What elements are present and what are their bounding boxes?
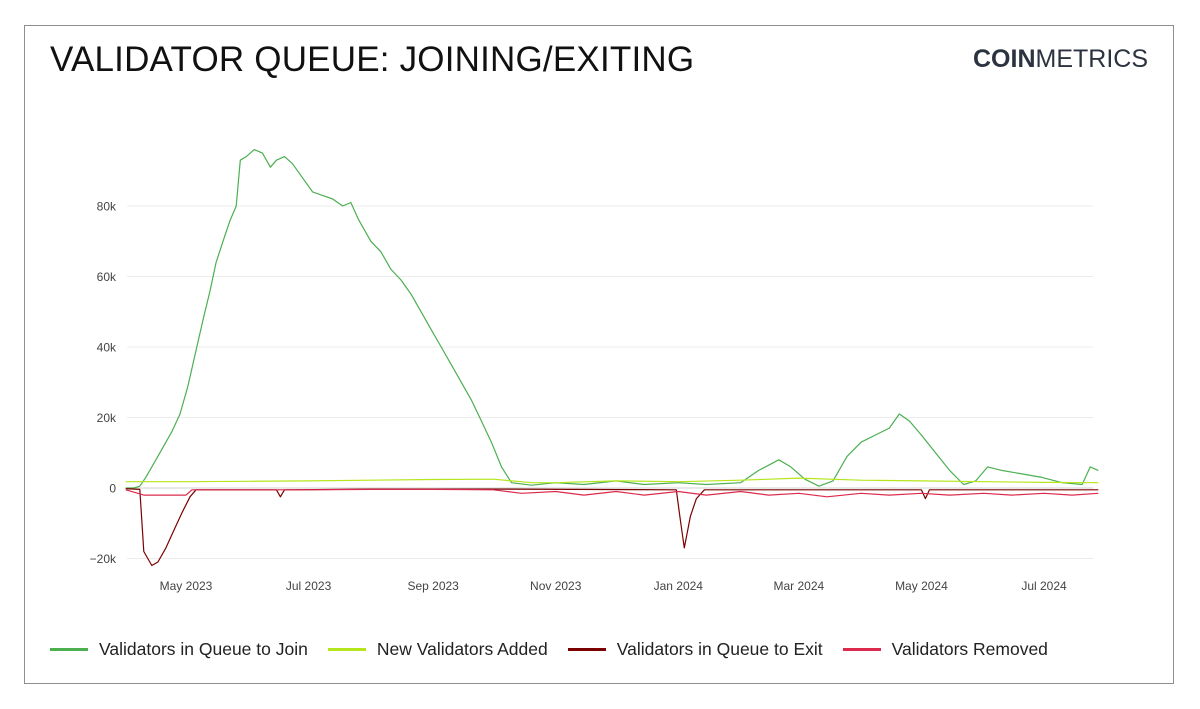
chart-legend: Validators in Queue to Join New Validator… [50,639,1068,660]
legend-item[interactable]: Validators in Queue to Exit [567,639,823,660]
legend-item[interactable]: Validators in Queue to Join [50,639,308,660]
x-tick-label: Sep 2023 [407,579,459,593]
logo-light-text: METRICS [1035,45,1149,73]
y-tick-label: 40k [97,341,117,355]
logo-bold-text: COIN [973,45,1036,73]
x-tick-label: Jan 2024 [654,579,704,593]
legend-label: Validators in Queue to Exit [616,639,823,659]
y-tick-label: 0 [109,482,116,496]
x-tick-label: May 2024 [895,579,948,593]
y-tick-label: 60k [97,270,117,284]
x-tick-label: Nov 2023 [530,579,582,593]
legend-label: New Validators Added [376,639,548,659]
legend-item[interactable]: New Validators Added [327,639,548,660]
legend-swatch [327,648,366,651]
series-line [125,149,1099,489]
legend-swatch [50,648,88,651]
coinmetrics-logo: COINMETRICS [973,45,1148,74]
x-tick-label: Jul 2024 [1021,579,1067,593]
x-tick-label: Mar 2024 [774,579,825,593]
x-tick-label: May 2023 [160,579,213,593]
y-tick-label: −20k [90,552,117,566]
y-tick-label: 20k [97,411,117,425]
chart-title: VALIDATOR QUEUE: JOINING/EXITING [50,40,695,79]
series-line [125,488,1099,567]
legend-swatch [842,648,881,651]
legend-label: Validators Removed [891,639,1048,659]
legend-label: Validators in Queue to Join [99,639,308,659]
legend-item[interactable]: Validators Removed [842,639,1048,660]
y-tick-label: 80k [97,200,117,214]
legend-swatch [567,648,606,651]
chart-frame [24,25,1174,684]
series-line [125,477,1099,484]
x-tick-label: Jul 2023 [286,579,332,593]
series-line [125,488,1099,498]
